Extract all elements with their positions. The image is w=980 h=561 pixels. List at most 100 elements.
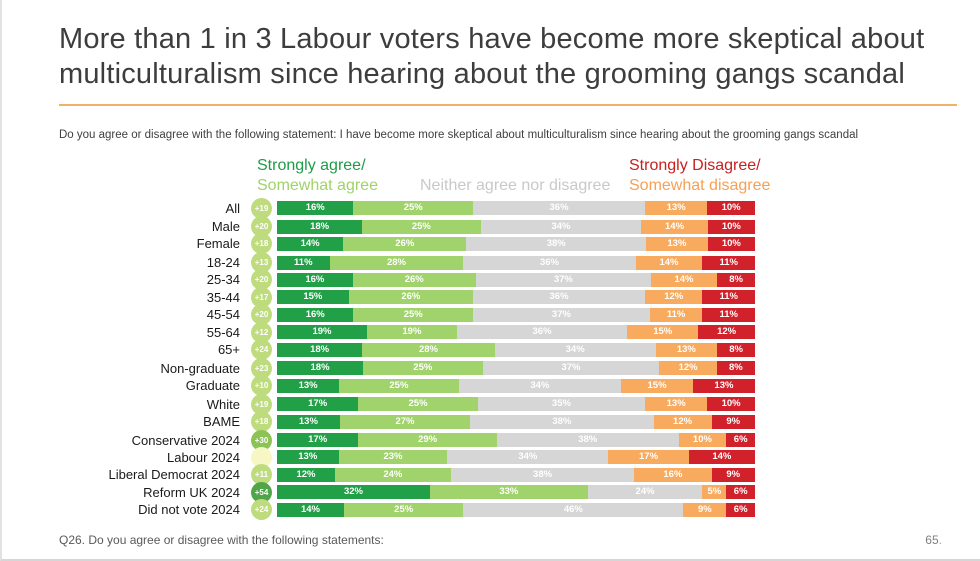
row-label: 65+ xyxy=(217,342,240,358)
bar-segment-value: 10% xyxy=(721,237,741,249)
bar-segment-value: 8% xyxy=(729,362,743,374)
bar-segment-value: 13% xyxy=(298,451,318,463)
bar-segment-value: 9% xyxy=(726,415,741,427)
bar-segment-strongly-agree: 16% xyxy=(277,307,354,322)
footer: Q26. Do you agree or disagree with the f… xyxy=(59,533,942,547)
legend-agree: Strongly agree/ Somewhat agree xyxy=(257,156,378,196)
bar-segment-strongly-disagree: 10% xyxy=(707,201,755,215)
stacked-bar: 12% 24% 38% 16% 9% xyxy=(277,467,755,482)
net-score-badge xyxy=(251,446,272,468)
bar-segment-value: 10% xyxy=(721,220,741,232)
chart-row: 25-34 +20 16% 26% 37% 14% 8% xyxy=(59,269,755,291)
bar-segment-strongly-agree: 18% xyxy=(277,361,364,376)
bar-segment-somewhat-disagree: 15% xyxy=(621,378,693,393)
legend-strongly-agree-label: Strongly agree/ xyxy=(257,157,366,174)
bar-segment-strongly-disagree: 6% xyxy=(726,502,755,517)
bar-segment-somewhat-agree: 25% xyxy=(353,201,473,215)
bar-segment-somewhat-disagree: 15% xyxy=(627,325,699,340)
bar-segment-somewhat-agree: 25% xyxy=(343,502,464,517)
net-score-badge: +23 xyxy=(251,357,272,379)
bar-segment-value: 16% xyxy=(305,202,325,213)
net-score-badge: +20 xyxy=(251,269,272,291)
bar-segment-value: 10% xyxy=(721,398,741,410)
bar-segment-value: 14% xyxy=(300,237,320,249)
title-divider xyxy=(59,104,957,106)
bar-segment-somewhat-disagree: 10% xyxy=(678,433,727,448)
legend-somewhat-agree-label: Somewhat agree xyxy=(257,177,378,194)
bar-segment-value: 34% xyxy=(551,220,571,232)
bar-segment-value: 26% xyxy=(401,291,421,303)
bar-segment-value: 37% xyxy=(553,273,573,285)
stacked-bar: 14% 25% 46% 9% 6% xyxy=(277,502,755,517)
bar-segment-value: 24% xyxy=(383,468,403,480)
bar-segment-neither: 35% xyxy=(477,397,646,412)
net-score-badge: +24 xyxy=(251,339,272,361)
bar-segment-somewhat-disagree: 14% xyxy=(635,255,703,270)
chart-row: 18-24 +13 11% 28% 36% 14% 11% xyxy=(59,252,755,274)
bar-segment-value: 32% xyxy=(343,486,363,498)
bar-segment-strongly-agree: 12% xyxy=(277,467,335,482)
bar-segment-strongly-disagree: 12% xyxy=(698,325,755,340)
stacked-bar: 32% 33% 24% 5% 6% xyxy=(277,485,755,500)
bar-segment-value: 14% xyxy=(665,220,685,232)
bar-segment-neither: 36% xyxy=(463,255,636,270)
bar-segment-neither: 36% xyxy=(472,290,646,305)
row-label: 18-24 xyxy=(206,255,240,271)
bar-segment-value: 33% xyxy=(499,486,519,498)
bar-segment-value: 17% xyxy=(639,451,659,463)
row-label: Labour 2024 xyxy=(166,449,240,465)
bar-segment-value: 13% xyxy=(666,202,686,213)
bar-segment-somewhat-agree: 25% xyxy=(358,397,478,412)
bar-segment-neither: 37% xyxy=(482,361,660,376)
stacked-bar: 13% 25% 34% 15% 13% xyxy=(277,378,755,393)
net-score-badge: +11 xyxy=(251,464,272,486)
bar-segment-value: 5% xyxy=(707,486,722,498)
bar-segment-strongly-disagree: 8% xyxy=(717,272,755,287)
bar-segment-somewhat-disagree: 13% xyxy=(645,397,708,412)
bar-segment-value: 13% xyxy=(714,379,734,391)
stacked-bar: 13% 27% 38% 12% 9% xyxy=(277,414,755,429)
row-label: Liberal Democrat 2024 xyxy=(108,467,240,483)
bar-segment-value: 12% xyxy=(673,415,693,427)
bar-segment-value: 26% xyxy=(404,273,424,285)
bar-segment-strongly-agree: 32% xyxy=(277,485,430,500)
bar-segment-neither: 34% xyxy=(480,219,642,234)
bar-segment-strongly-disagree: 10% xyxy=(707,397,755,412)
chart-row: 45-54 +20 16% 25% 37% 11% 11% xyxy=(59,304,755,326)
bar-segment-value: 6% xyxy=(733,503,748,515)
legend-neither-label: Neither agree nor disagree xyxy=(420,177,611,194)
page-title: More than 1 in 3 Labour voters have beco… xyxy=(59,23,925,90)
bar-segment-value: 10% xyxy=(692,434,712,446)
bar-segment-neither: 36% xyxy=(472,201,646,215)
chart-row: 55-64 +12 19% 19% 36% 15% 12% xyxy=(59,321,755,343)
bar-segment-value: 18% xyxy=(310,343,330,355)
net-score-badge: +19 xyxy=(251,393,272,415)
legend-disagree: Strongly Disagree/ Somewhat disagree xyxy=(629,156,770,196)
bar-segment-somewhat-disagree: 13% xyxy=(655,342,718,357)
row-label: Female xyxy=(196,236,240,252)
bar-segment-strongly-disagree: 9% xyxy=(711,414,755,429)
bar-segment-value: 23% xyxy=(383,451,403,463)
bar-segment-strongly-agree: 14% xyxy=(277,502,344,517)
bar-segment-value: 38% xyxy=(533,468,553,480)
chart-row: 65+ +24 18% 28% 34% 13% 8% xyxy=(59,339,755,361)
stacked-bar: 16% 25% 37% 11% 11% xyxy=(277,307,755,322)
bar-segment-value: 36% xyxy=(549,291,569,303)
bar-segment-value: 19% xyxy=(402,326,422,338)
bar-segment-value: 15% xyxy=(647,379,667,391)
bar-segment-neither: 36% xyxy=(456,325,628,340)
bar-segment-value: 14% xyxy=(712,451,732,463)
bar-segment-value: 11% xyxy=(719,308,738,320)
bar-segment-value: 18% xyxy=(310,220,330,232)
bar-segment-strongly-disagree: 8% xyxy=(717,342,755,357)
bar-segment-somewhat-disagree: 12% xyxy=(653,414,712,429)
bar-segment-value: 34% xyxy=(565,343,585,355)
bar-segment-value: 10% xyxy=(721,202,741,213)
bar-segment-value: 25% xyxy=(403,202,423,213)
chart-row: Labour 2024 13% 23% 34% 17% 14% xyxy=(59,446,755,468)
bar-segment-neither: 34% xyxy=(447,450,609,465)
stacked-bar: 17% 25% 35% 13% 10% xyxy=(277,397,755,412)
bar-segment-value: 12% xyxy=(717,326,737,338)
bar-segment-value: 25% xyxy=(408,398,428,410)
page-number: 65. xyxy=(925,533,942,547)
